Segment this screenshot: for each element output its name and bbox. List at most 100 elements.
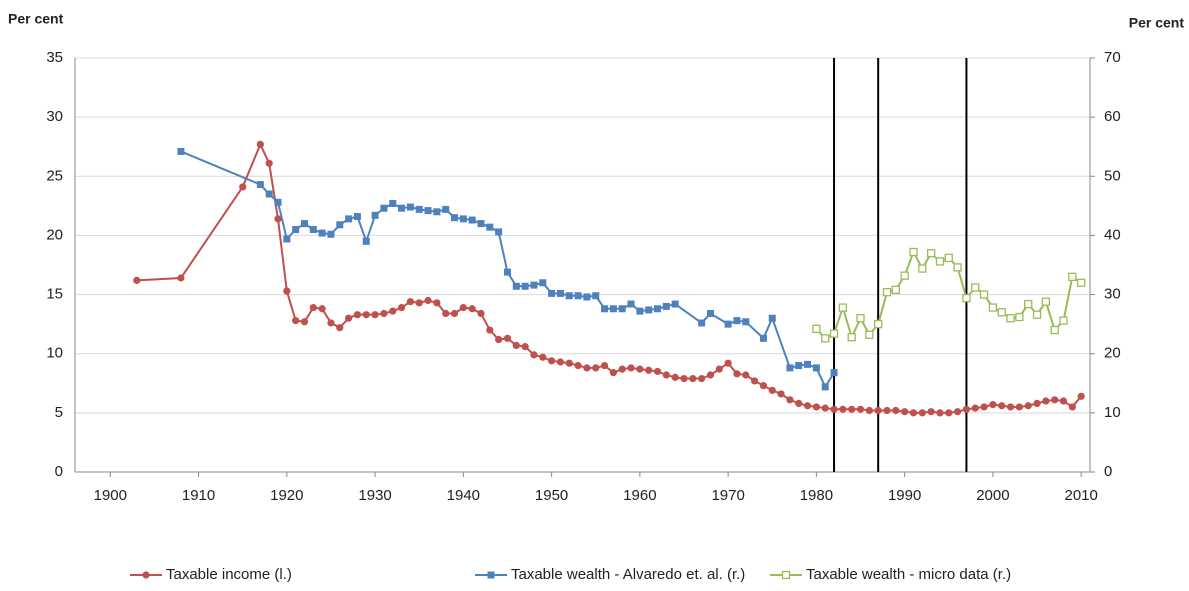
y2-tick-label: 0 [1104, 463, 1112, 480]
data-point [274, 215, 282, 223]
y-tick-label: 0 [55, 463, 63, 480]
data-point [953, 263, 962, 272]
data-point [980, 403, 988, 411]
data-point [944, 253, 953, 263]
data-point [830, 405, 838, 413]
data-point [336, 324, 344, 332]
y2-axis-title: Per cent [1129, 15, 1185, 31]
data-point [177, 274, 185, 282]
data-point [759, 382, 768, 390]
data-point [512, 341, 520, 350]
data-point [177, 147, 185, 155]
data-point [292, 226, 300, 234]
series-line [815, 249, 1082, 340]
data-point [609, 305, 617, 313]
x-tick-label: 1990 [888, 487, 921, 504]
data-point [926, 249, 936, 258]
data-point [600, 361, 609, 370]
data-point [706, 371, 715, 379]
data-point [742, 371, 750, 379]
data-point [406, 298, 414, 306]
data-point [839, 405, 847, 413]
y2-tick-label: 60 [1104, 108, 1121, 125]
y-tick-label: 25 [46, 167, 63, 184]
data-point [918, 409, 926, 417]
data-point [892, 406, 900, 415]
data-point [309, 226, 317, 234]
data-point [962, 293, 971, 303]
data-point [654, 305, 662, 313]
data-point [671, 373, 679, 381]
data-point [327, 230, 335, 238]
data-point [468, 216, 476, 224]
data-point [1006, 403, 1015, 411]
data-point [918, 264, 927, 273]
data-point [503, 334, 512, 342]
data-point [848, 405, 856, 413]
data-point [486, 223, 494, 231]
data-point [759, 334, 767, 342]
data-point [1068, 403, 1076, 411]
data-point [689, 374, 697, 383]
data-point [309, 303, 317, 312]
data-point [1024, 402, 1032, 410]
data-point [371, 311, 379, 319]
data-point [318, 305, 326, 313]
data-point [583, 364, 591, 372]
data-point [539, 279, 547, 287]
data-point [724, 320, 732, 328]
data-point [662, 302, 670, 310]
data-point [283, 235, 291, 243]
data-point [706, 309, 714, 317]
x-tick-label: 2000 [976, 487, 1009, 504]
data-point [751, 377, 759, 385]
data-point [442, 205, 450, 213]
data-point [283, 287, 291, 295]
data-point [627, 300, 635, 308]
data-point [389, 307, 397, 315]
data-point [768, 314, 776, 322]
data-point [274, 198, 282, 206]
data-point [733, 370, 741, 378]
data-point [556, 358, 565, 366]
data-point [618, 365, 626, 373]
data-point [733, 317, 741, 325]
data-point [609, 369, 617, 377]
data-point [1015, 403, 1023, 411]
data-point [821, 383, 829, 391]
x-tick-label: 1940 [447, 487, 480, 504]
y2-tick-label: 40 [1104, 226, 1121, 243]
data-point [883, 406, 891, 415]
series-line [136, 141, 1082, 414]
y-axis-title: Per cent [8, 11, 64, 27]
data-point [256, 140, 264, 148]
data-point [865, 406, 873, 415]
data-point [830, 369, 838, 377]
data-point [997, 308, 1006, 317]
legend-marker [487, 571, 495, 579]
data-point [998, 402, 1006, 410]
data-point [424, 296, 432, 305]
y-tick-label: 15 [46, 286, 63, 303]
data-point [909, 247, 918, 257]
data-point [786, 364, 794, 372]
data-point [856, 314, 865, 323]
data-point [292, 316, 300, 325]
x-tick-label: 1920 [270, 487, 303, 504]
data-point [300, 220, 308, 228]
data-point [327, 319, 335, 327]
data-point [1077, 392, 1085, 400]
data-point [371, 211, 379, 219]
legend-label: Taxable wealth - micro data (r.) [806, 566, 1011, 583]
data-point [1059, 397, 1068, 405]
data-point [1077, 278, 1086, 287]
data-point [909, 409, 918, 417]
x-tick-label: 1980 [800, 487, 833, 504]
data-point [900, 271, 909, 280]
data-point [345, 314, 353, 322]
data-point [442, 309, 450, 318]
data-point [812, 324, 821, 334]
data-point [971, 283, 980, 292]
data-point [989, 400, 997, 409]
data-point [803, 402, 812, 410]
